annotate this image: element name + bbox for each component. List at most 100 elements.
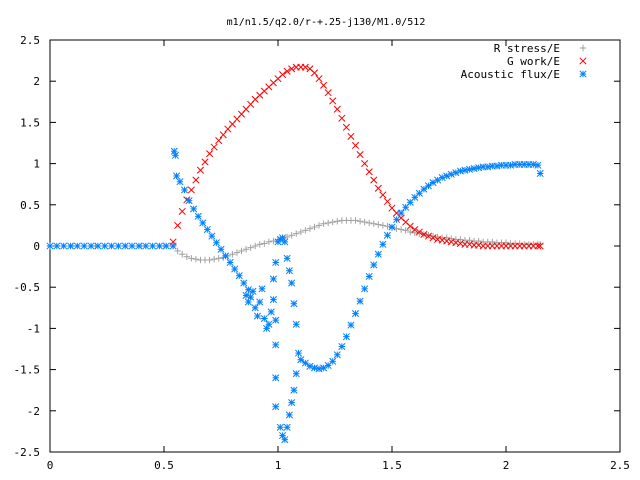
data-point <box>465 165 474 173</box>
y-tick-label: 1.5 <box>20 116 40 129</box>
data-point <box>206 256 213 264</box>
axes-layer: 0 0.5 1 1.5 2 2.5 -2.5 -2 -1.5 -1 -0.5 0 0.5 1 1.5 2 2.5 <box>14 34 630 472</box>
data-point <box>219 131 227 139</box>
data-point <box>226 258 234 267</box>
data-point <box>142 242 150 250</box>
data-point <box>461 166 469 174</box>
data-point <box>179 251 186 258</box>
data-point <box>269 275 277 283</box>
data-point <box>170 147 178 155</box>
data-point <box>306 225 314 232</box>
data-point <box>272 403 280 411</box>
data-point <box>315 75 323 83</box>
data-point <box>288 279 296 287</box>
data-point <box>185 197 193 205</box>
data-point <box>172 172 181 180</box>
data-point <box>351 141 360 150</box>
data-point <box>108 242 116 250</box>
data-point <box>128 242 136 250</box>
series-2 <box>46 147 544 444</box>
data-point <box>162 242 170 250</box>
data-point <box>406 222 414 230</box>
data-point <box>229 251 236 258</box>
y-tick-label: -2.5 <box>14 446 41 459</box>
data-point <box>411 225 419 234</box>
data-point <box>290 300 298 308</box>
data-point <box>370 176 378 184</box>
series-layer <box>46 63 544 444</box>
data-point <box>272 374 280 382</box>
data-point <box>238 247 245 255</box>
data-point <box>80 242 88 250</box>
data-point <box>176 178 184 186</box>
data-point <box>267 308 275 316</box>
data-point <box>283 423 291 431</box>
data-point <box>249 287 257 295</box>
data-point <box>60 242 68 250</box>
data-point <box>285 411 293 419</box>
x-tick-label: 1 <box>275 459 282 472</box>
data-point <box>279 71 287 79</box>
data-point <box>311 223 318 231</box>
data-point <box>452 169 460 177</box>
x-tick-label: 0 <box>47 459 54 472</box>
series-1 <box>169 63 544 250</box>
data-point <box>270 237 277 245</box>
x-tick-label: 2.5 <box>610 459 630 472</box>
data-point <box>196 166 205 174</box>
data-point <box>379 191 387 199</box>
data-point <box>206 150 214 158</box>
data-point <box>192 176 200 184</box>
data-point <box>288 399 296 407</box>
data-point <box>253 312 262 320</box>
data-point <box>199 219 207 227</box>
data-point <box>365 272 373 281</box>
data-point <box>347 132 355 140</box>
data-point <box>424 182 433 190</box>
data-point <box>292 370 300 378</box>
data-point <box>256 298 264 306</box>
data-point <box>457 236 464 243</box>
data-point <box>252 242 259 250</box>
data-point <box>383 231 391 239</box>
data-point <box>188 255 195 262</box>
data-point <box>101 242 109 250</box>
data-point <box>315 222 323 229</box>
legend-marker-2 <box>579 70 587 78</box>
data-point <box>297 228 304 236</box>
y-tick-label: -0.5 <box>14 281 41 294</box>
data-point <box>272 258 280 267</box>
y-tick-label: -1.5 <box>14 364 41 377</box>
data-point <box>388 223 396 231</box>
data-point <box>285 267 293 275</box>
data-point <box>536 242 544 250</box>
series-0 <box>46 217 544 264</box>
data-point <box>235 272 243 280</box>
data-point <box>169 242 177 250</box>
legend-marker-1 <box>579 57 587 65</box>
data-point <box>329 97 337 105</box>
data-point <box>342 333 350 341</box>
data-point <box>180 186 189 194</box>
x-tick-label: 1.5 <box>382 459 402 472</box>
data-point <box>242 246 250 253</box>
data-point <box>320 81 328 89</box>
data-point <box>283 254 291 262</box>
data-point <box>379 222 387 229</box>
data-point <box>310 364 319 372</box>
data-point <box>342 123 350 131</box>
data-point <box>475 164 483 172</box>
data-point <box>315 365 323 373</box>
y-tick-label: 2 <box>33 75 40 88</box>
data-point <box>534 242 542 250</box>
data-point <box>352 217 359 224</box>
data-point <box>94 242 102 250</box>
data-point <box>411 229 418 237</box>
data-point <box>121 242 129 250</box>
data-point <box>251 304 259 312</box>
data-point <box>288 65 296 73</box>
data-point <box>269 296 277 304</box>
legend-marker-0 <box>579 44 587 52</box>
data-point <box>374 250 382 258</box>
